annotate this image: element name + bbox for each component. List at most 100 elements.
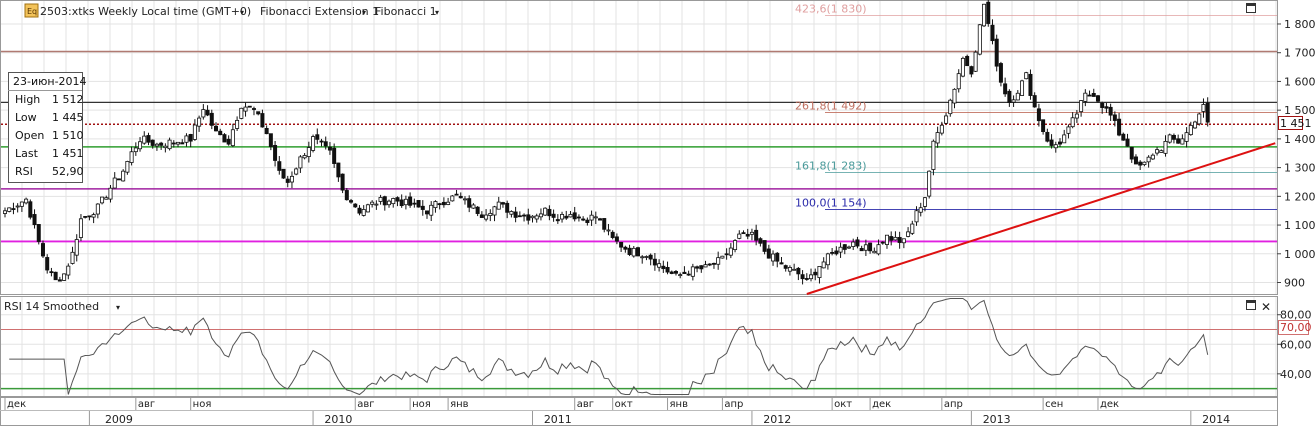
rsi-level-box: [1278, 320, 1309, 335]
candle-body: [1041, 119, 1046, 133]
candle-body: [560, 214, 565, 220]
candle-body: [3, 210, 8, 214]
candle-body: [1167, 134, 1172, 143]
main-panel-controls: [1246, 3, 1256, 13]
candle-body: [918, 207, 923, 213]
candle-body: [994, 38, 999, 67]
info-label-open: Open: [15, 129, 44, 142]
price-tick-label: 1 000: [1284, 248, 1316, 261]
candle-body: [1007, 90, 1012, 103]
indicator-fibonacci[interactable]: Fibonacci 1: [375, 5, 437, 18]
candle-body: [306, 147, 311, 157]
candle-body: [281, 168, 286, 179]
candle-body: [1150, 154, 1155, 160]
candle-body: [437, 203, 442, 206]
chart-title[interactable]: 2503:xtks Weekly Local time (GMT+0): [40, 5, 251, 18]
candle-body: [171, 142, 176, 145]
candle-body: [842, 244, 847, 250]
candle-body: [927, 170, 932, 197]
candle-body: [176, 141, 181, 145]
candle-body: [1193, 121, 1198, 129]
candle-body: [728, 247, 733, 256]
candle-body: [623, 246, 628, 250]
candle-body: [496, 201, 501, 210]
candle-body: [1176, 138, 1181, 144]
candle-body: [395, 197, 400, 202]
trend-line[interactable]: [806, 142, 1276, 295]
main-panel-maximize-button[interactable]: [1246, 3, 1256, 13]
candle-body: [340, 173, 345, 191]
candle-body: [416, 200, 421, 208]
candle-body: [399, 199, 404, 207]
price-tick-label: 900: [1284, 277, 1305, 290]
rsi-panel-close-icon[interactable]: ✕: [1261, 300, 1271, 314]
time-axis[interactable]: дек авг ноя авг ноя янв авг окт янв апр окт дек апр с…: [4, 398, 1230, 426]
month-label: дек: [1100, 399, 1119, 410]
candle-body: [1066, 126, 1071, 134]
candle-body: [125, 161, 130, 173]
rsi-tick-label: 80,00: [1280, 309, 1312, 322]
candle-body: [931, 140, 936, 170]
candle-body: [787, 267, 792, 272]
last-price-box: [1278, 116, 1303, 130]
candle-body: [657, 263, 662, 268]
year-label: 2009: [105, 413, 133, 426]
rsi-dropdown-icon[interactable]: ▾: [116, 303, 120, 312]
candle-body: [15, 205, 20, 208]
candle-body: [1163, 140, 1168, 154]
candle-body: [884, 234, 889, 245]
candle-body: [969, 66, 974, 75]
candle-body: [960, 57, 965, 77]
candle-body: [1011, 99, 1016, 103]
trend-line-group[interactable]: [806, 142, 1276, 295]
candle-body: [479, 214, 484, 218]
candle-body: [138, 141, 143, 150]
candle-body: [11, 208, 16, 210]
rsi-panel-frame: [0, 296, 1278, 397]
candle-body: [500, 202, 505, 205]
info-value-open: 1 510: [52, 129, 84, 142]
title-dropdown-icon[interactable]: ▾: [240, 8, 244, 17]
candle-body: [771, 253, 776, 262]
fibonacci-dropdown-icon[interactable]: ▾: [435, 8, 439, 17]
rsi-axis: 40,00 60,00 80,00: [1277, 309, 1312, 381]
candle-body: [1074, 113, 1079, 119]
indicator-fib-extension[interactable]: Fibonacci Extension 1: [260, 5, 379, 18]
candle-body: [762, 240, 767, 252]
candle-body: [319, 140, 324, 143]
candle-body: [1095, 95, 1100, 102]
last-price-marker: 1 451: [1278, 116, 1312, 130]
candle-body: [998, 63, 1003, 83]
candle-body: [74, 239, 79, 256]
price-axis[interactable]: 900 1 000 1 100 1 200 1 300 1 400 1 500 1 600 1 …: [1277, 18, 1316, 290]
candle-body: [1205, 102, 1210, 123]
candle-body: [564, 215, 569, 219]
candle-body: [285, 178, 290, 183]
candle-body: [441, 201, 446, 206]
rsi-series: [1, 298, 1277, 396]
eq-icon[interactable]: [24, 3, 39, 18]
candle-body: [260, 113, 265, 128]
year-label: 2011: [544, 413, 572, 426]
candle-body: [863, 244, 868, 251]
rsi-panel-title[interactable]: RSI 14 Smoothed: [4, 300, 99, 313]
candle-body: [855, 239, 860, 247]
candle-body: [783, 265, 788, 269]
rsi-panel-maximize-button[interactable]: [1246, 300, 1256, 310]
year-label: 2014: [1202, 413, 1230, 426]
candle-body: [509, 211, 514, 215]
candle-body: [1003, 83, 1008, 95]
candle-body: [1091, 93, 1096, 97]
candle-body: [32, 214, 37, 226]
candle-body: [87, 215, 92, 218]
month-label: авг: [577, 399, 594, 410]
candle-body: [825, 253, 830, 266]
candle-body: [361, 209, 366, 216]
fib-extension-dropdown-icon[interactable]: ▾: [362, 8, 366, 17]
candle-body: [1112, 114, 1117, 121]
candle-body: [268, 133, 273, 147]
candle-body: [906, 231, 911, 237]
year-label: 2013: [983, 413, 1011, 426]
candle-body: [1032, 95, 1037, 108]
